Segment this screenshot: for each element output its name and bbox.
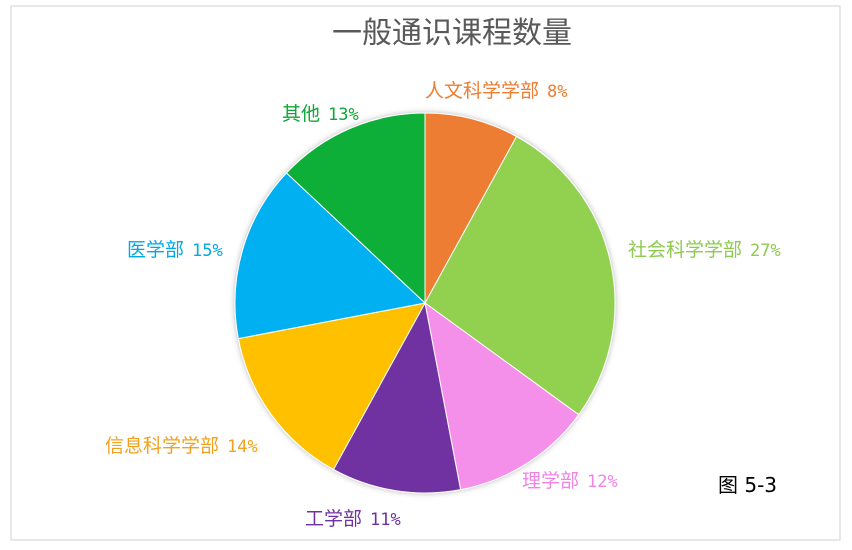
pie-slice-4	[332, 301, 462, 494]
data-labels: 人文科学学部 8% 社会科学学部 27% 理学部 12% 工学部 11% 信息科学学部 14% 医学…	[105, 80, 781, 530]
pie-slices	[234, 112, 616, 494]
data-label-2: 社会科学学部 27%	[628, 239, 781, 261]
data-label-value: 8%	[547, 82, 567, 102]
data-label-6: 医学部 15%	[127, 239, 223, 261]
data-label-category: 医学部	[127, 239, 184, 261]
data-label-category: 其他	[282, 103, 320, 125]
data-label-category: 信息科学学部	[105, 435, 219, 457]
data-label-3: 理学部 12%	[522, 470, 618, 492]
data-label-value: 11%	[370, 510, 401, 530]
data-label-1: 人文科学学部 8%	[425, 80, 568, 102]
pie-slice-1	[424, 112, 518, 304]
pie-slice-7	[285, 112, 426, 305]
data-label-7: 其他 13%	[282, 103, 359, 125]
pie-slice-3	[424, 301, 580, 491]
data-label-5: 信息科学学部 14%	[105, 435, 258, 457]
data-label-4: 工学部 11%	[305, 508, 401, 530]
pie-slice-6	[234, 172, 427, 340]
data-label-category: 工学部	[305, 508, 362, 530]
chart-title: 一般通识课程数量	[332, 16, 572, 51]
data-label-value: 13%	[328, 105, 359, 125]
figure-caption: 图 5-3	[718, 473, 777, 497]
data-label-category: 社会科学学部	[628, 239, 742, 261]
data-label-value: 14%	[227, 437, 258, 457]
data-label-category: 人文科学学部	[425, 80, 539, 102]
data-label-value: 12%	[587, 472, 618, 492]
data-label-value: 15%	[192, 241, 223, 261]
data-label-category: 理学部	[522, 470, 579, 492]
data-label-value: 27%	[750, 241, 781, 261]
pie-slice-5	[237, 302, 426, 471]
pie-slice-2	[424, 135, 616, 416]
